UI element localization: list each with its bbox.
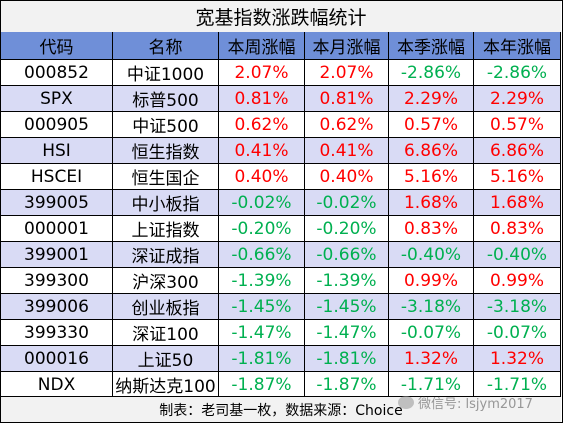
cell-code: HSI: [1, 138, 113, 164]
cell-name: 标普500: [113, 86, 219, 112]
wechat-icon: [398, 395, 414, 409]
cell-year: 1.32%: [474, 346, 561, 372]
cell-quarter: -0.40%: [389, 242, 474, 268]
cell-week: -0.66%: [219, 242, 305, 268]
cell-month: -1.45%: [305, 294, 389, 320]
column-header: 本季涨幅: [389, 32, 474, 60]
cell-code: HSCEI: [1, 164, 113, 190]
cell-quarter: 1.68%: [389, 190, 474, 216]
cell-name: 深证100: [113, 320, 219, 346]
table-title: 宽基指数涨跌幅统计: [1, 1, 561, 33]
cell-week: -0.02%: [219, 190, 305, 216]
cell-name: 纳斯达克100: [113, 372, 219, 398]
cell-quarter: 2.29%: [389, 86, 474, 112]
cell-week: 0.62%: [219, 112, 305, 138]
cell-year: 1.68%: [474, 190, 561, 216]
cell-week: -1.39%: [219, 268, 305, 294]
cell-quarter: 0.83%: [389, 216, 474, 242]
cell-week: 0.40%: [219, 164, 305, 190]
column-header: 本月涨幅: [305, 32, 389, 60]
cell-year: 0.83%: [474, 216, 561, 242]
cell-quarter: 5.16%: [389, 164, 474, 190]
cell-name: 上证50: [113, 346, 219, 372]
cell-name: 中小板指: [113, 190, 219, 216]
cell-quarter: -1.71%: [389, 372, 474, 398]
cell-code: 399300: [1, 268, 113, 294]
column-header: 本周涨幅: [219, 32, 305, 60]
cell-year: 6.86%: [474, 138, 561, 164]
cell-week: 0.81%: [219, 86, 305, 112]
cell-week: -1.81%: [219, 346, 305, 372]
cell-month: -1.81%: [305, 346, 389, 372]
cell-month: -0.20%: [305, 216, 389, 242]
cell-month: -0.02%: [305, 190, 389, 216]
cell-code: 000905: [1, 112, 113, 138]
watermark-text: 微信号: lsjym2017: [418, 396, 533, 412]
cell-week: -1.47%: [219, 320, 305, 346]
column-header: 名称: [113, 32, 219, 60]
cell-year: 5.16%: [474, 164, 561, 190]
cell-quarter: -3.18%: [389, 294, 474, 320]
cell-year: -2.86%: [474, 60, 561, 86]
cell-name: 恒生指数: [113, 138, 219, 164]
cell-name: 中证500: [113, 112, 219, 138]
cell-code: 000852: [1, 60, 113, 86]
cell-week: -0.20%: [219, 216, 305, 242]
cell-month: 2.07%: [305, 60, 389, 86]
cell-code: 399330: [1, 320, 113, 346]
cell-name: 上证指数: [113, 216, 219, 242]
cell-year: -0.07%: [474, 320, 561, 346]
cell-code: 399006: [1, 294, 113, 320]
cell-code: 399001: [1, 242, 113, 268]
table-footer: 制表：老司基一枚，数据来源：Choice: [1, 396, 561, 422]
cell-quarter: 0.99%: [389, 268, 474, 294]
cell-name: 深证成指: [113, 242, 219, 268]
watermark: 微信号: lsjym2017: [398, 392, 560, 412]
cell-name: 创业板指: [113, 294, 219, 320]
cell-name: 恒生国企: [113, 164, 219, 190]
cell-week: -1.45%: [219, 294, 305, 320]
cell-month: -1.39%: [305, 268, 389, 294]
cell-week: 2.07%: [219, 60, 305, 86]
cell-code: 000016: [1, 346, 113, 372]
column-header: 代码: [1, 32, 113, 60]
cell-quarter: 6.86%: [389, 138, 474, 164]
cell-name: 沪深300: [113, 268, 219, 294]
cell-week: 0.41%: [219, 138, 305, 164]
cell-year: -0.40%: [474, 242, 561, 268]
cell-year: -1.71%: [474, 372, 561, 398]
column-header: 本年涨幅: [474, 32, 561, 60]
cell-month: -1.87%: [305, 372, 389, 398]
cell-week: -1.87%: [219, 372, 305, 398]
cell-year: -3.18%: [474, 294, 561, 320]
cell-code: 399005: [1, 190, 113, 216]
cell-code: 000001: [1, 216, 113, 242]
cell-month: 0.41%: [305, 138, 389, 164]
cell-month: 0.62%: [305, 112, 389, 138]
cell-year: 0.57%: [474, 112, 561, 138]
cell-month: -1.47%: [305, 320, 389, 346]
cell-month: 0.40%: [305, 164, 389, 190]
cell-month: -0.66%: [305, 242, 389, 268]
cell-name: 中证1000: [113, 60, 219, 86]
cell-code: NDX: [1, 372, 113, 398]
cell-year: 0.99%: [474, 268, 561, 294]
cell-code: SPX: [1, 86, 113, 112]
cell-quarter: -2.86%: [389, 60, 474, 86]
cell-quarter: -0.07%: [389, 320, 474, 346]
cell-quarter: 0.57%: [389, 112, 474, 138]
cell-year: 2.29%: [474, 86, 561, 112]
cell-quarter: 1.32%: [389, 346, 474, 372]
cell-month: 0.81%: [305, 86, 389, 112]
